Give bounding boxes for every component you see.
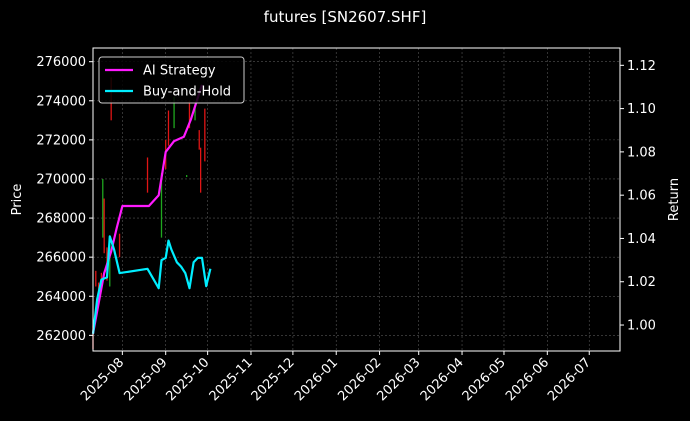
y-left-tick-label: 268000 [36, 212, 86, 227]
y-left-tick-label: 276000 [36, 55, 86, 70]
y-right-axis-label: Return [667, 178, 682, 221]
y-right-tick-label: 1.06 [627, 189, 656, 204]
y-right-tick-label: 1.04 [627, 232, 656, 247]
series-line-buy-and-hold [91, 235, 212, 334]
x-tick-label: 2025-08 [78, 355, 127, 404]
legend-label: AI Strategy [143, 64, 216, 79]
x-tick-label: 2026-06 [503, 355, 552, 404]
y-right-tick-label: 1.08 [627, 145, 656, 160]
y-right-tick-label: 1.02 [627, 275, 656, 290]
y-left-tick-label: 266000 [36, 251, 86, 266]
y-left-tick-label: 262000 [36, 329, 86, 344]
legend-box [98, 56, 245, 104]
x-tick-label: 2025-09 [121, 355, 170, 404]
x-tick-label: 2026-07 [545, 355, 594, 404]
x-tick-label: 2026-05 [460, 355, 509, 404]
plot-frame [92, 47, 621, 352]
legend-label: Buy-and-Hold [143, 85, 231, 100]
y-left-tick-label: 270000 [36, 172, 86, 187]
y-right-tick-label: 1.12 [627, 59, 656, 74]
y-left-axis-label: Price [10, 184, 25, 216]
y-left-tick-label: 264000 [36, 290, 86, 305]
x-tick-label: 2026-04 [418, 355, 467, 404]
x-tick-label: 2025-10 [163, 355, 212, 404]
y-left-tick-label: 274000 [36, 94, 86, 109]
chart-title: futures [SN2607.SHF] [263, 8, 427, 26]
y-left-tick-label: 272000 [36, 133, 86, 148]
x-tick-label: 2025-11 [207, 355, 256, 404]
y-right-tick-label: 1.10 [627, 102, 656, 117]
x-tick-label: 2025-12 [249, 355, 298, 404]
y-right-tick-label: 1.00 [627, 319, 656, 334]
x-tick-label: 2026-03 [375, 355, 424, 404]
x-tick-label: 2026-01 [292, 355, 341, 404]
